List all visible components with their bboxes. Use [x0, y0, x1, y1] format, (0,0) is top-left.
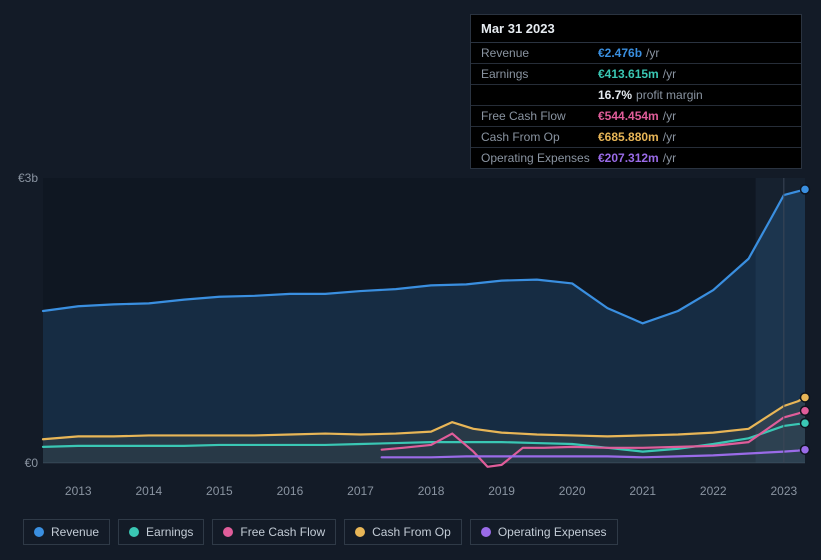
tooltip-date: Mar 31 2023: [471, 15, 801, 43]
legend-item-cash_from_op[interactable]: Cash From Op: [344, 519, 462, 545]
tooltip-row-cash-from-op: Cash From Op €685.880m /yr: [471, 127, 801, 148]
tooltip-suffix: profit margin: [636, 88, 703, 102]
legend-label: Revenue: [51, 525, 99, 539]
tooltip-value: €685.880m: [598, 130, 659, 144]
legend-label: Earnings: [146, 525, 193, 539]
tooltip-value: €544.454m: [598, 109, 659, 123]
legend-item-earnings[interactable]: Earnings: [118, 519, 204, 545]
legend-item-revenue[interactable]: Revenue: [23, 519, 110, 545]
tooltip-row-free-cash-flow: Free Cash Flow €544.454m /yr: [471, 106, 801, 127]
legend-dot-icon: [223, 527, 233, 537]
tooltip-suffix: /yr: [663, 67, 676, 81]
chart-tooltip: Mar 31 2023 Revenue €2.476b /yr Earnings…: [470, 14, 802, 169]
tooltip-row-revenue: Revenue €2.476b /yr: [471, 43, 801, 64]
tooltip-label: Free Cash Flow: [481, 109, 598, 123]
tooltip-value: 16.7%: [598, 88, 632, 102]
legend-item-operating_expenses[interactable]: Operating Expenses: [470, 519, 618, 545]
tooltip-suffix: /yr: [663, 151, 676, 165]
tooltip-suffix: /yr: [646, 46, 659, 60]
legend-dot-icon: [355, 527, 365, 537]
legend-label: Operating Expenses: [498, 525, 607, 539]
tooltip-row-earnings: Earnings €413.615m /yr: [471, 64, 801, 85]
tooltip-suffix: /yr: [663, 130, 676, 144]
tooltip-label: Earnings: [481, 67, 598, 81]
tooltip-value: €413.615m: [598, 67, 659, 81]
tooltip-label: Operating Expenses: [481, 151, 598, 165]
tooltip-value: €207.312m: [598, 151, 659, 165]
legend-dot-icon: [481, 527, 491, 537]
tooltip-row-profit-margin: 16.7% profit margin: [471, 85, 801, 106]
tooltip-label: Cash From Op: [481, 130, 598, 144]
legend-dot-icon: [129, 527, 139, 537]
tooltip-value: €2.476b: [598, 46, 642, 60]
tooltip-suffix: /yr: [663, 109, 676, 123]
legend-label: Cash From Op: [372, 525, 451, 539]
chart-legend: Revenue Earnings Free Cash Flow Cash From O…: [23, 519, 618, 545]
legend-label: Free Cash Flow: [240, 525, 325, 539]
legend-dot-icon: [34, 527, 44, 537]
tooltip-row-operating-expenses: Operating Expenses €207.312m /yr: [471, 148, 801, 168]
tooltip-label: Revenue: [481, 46, 598, 60]
legend-item-free_cash_flow[interactable]: Free Cash Flow: [212, 519, 336, 545]
